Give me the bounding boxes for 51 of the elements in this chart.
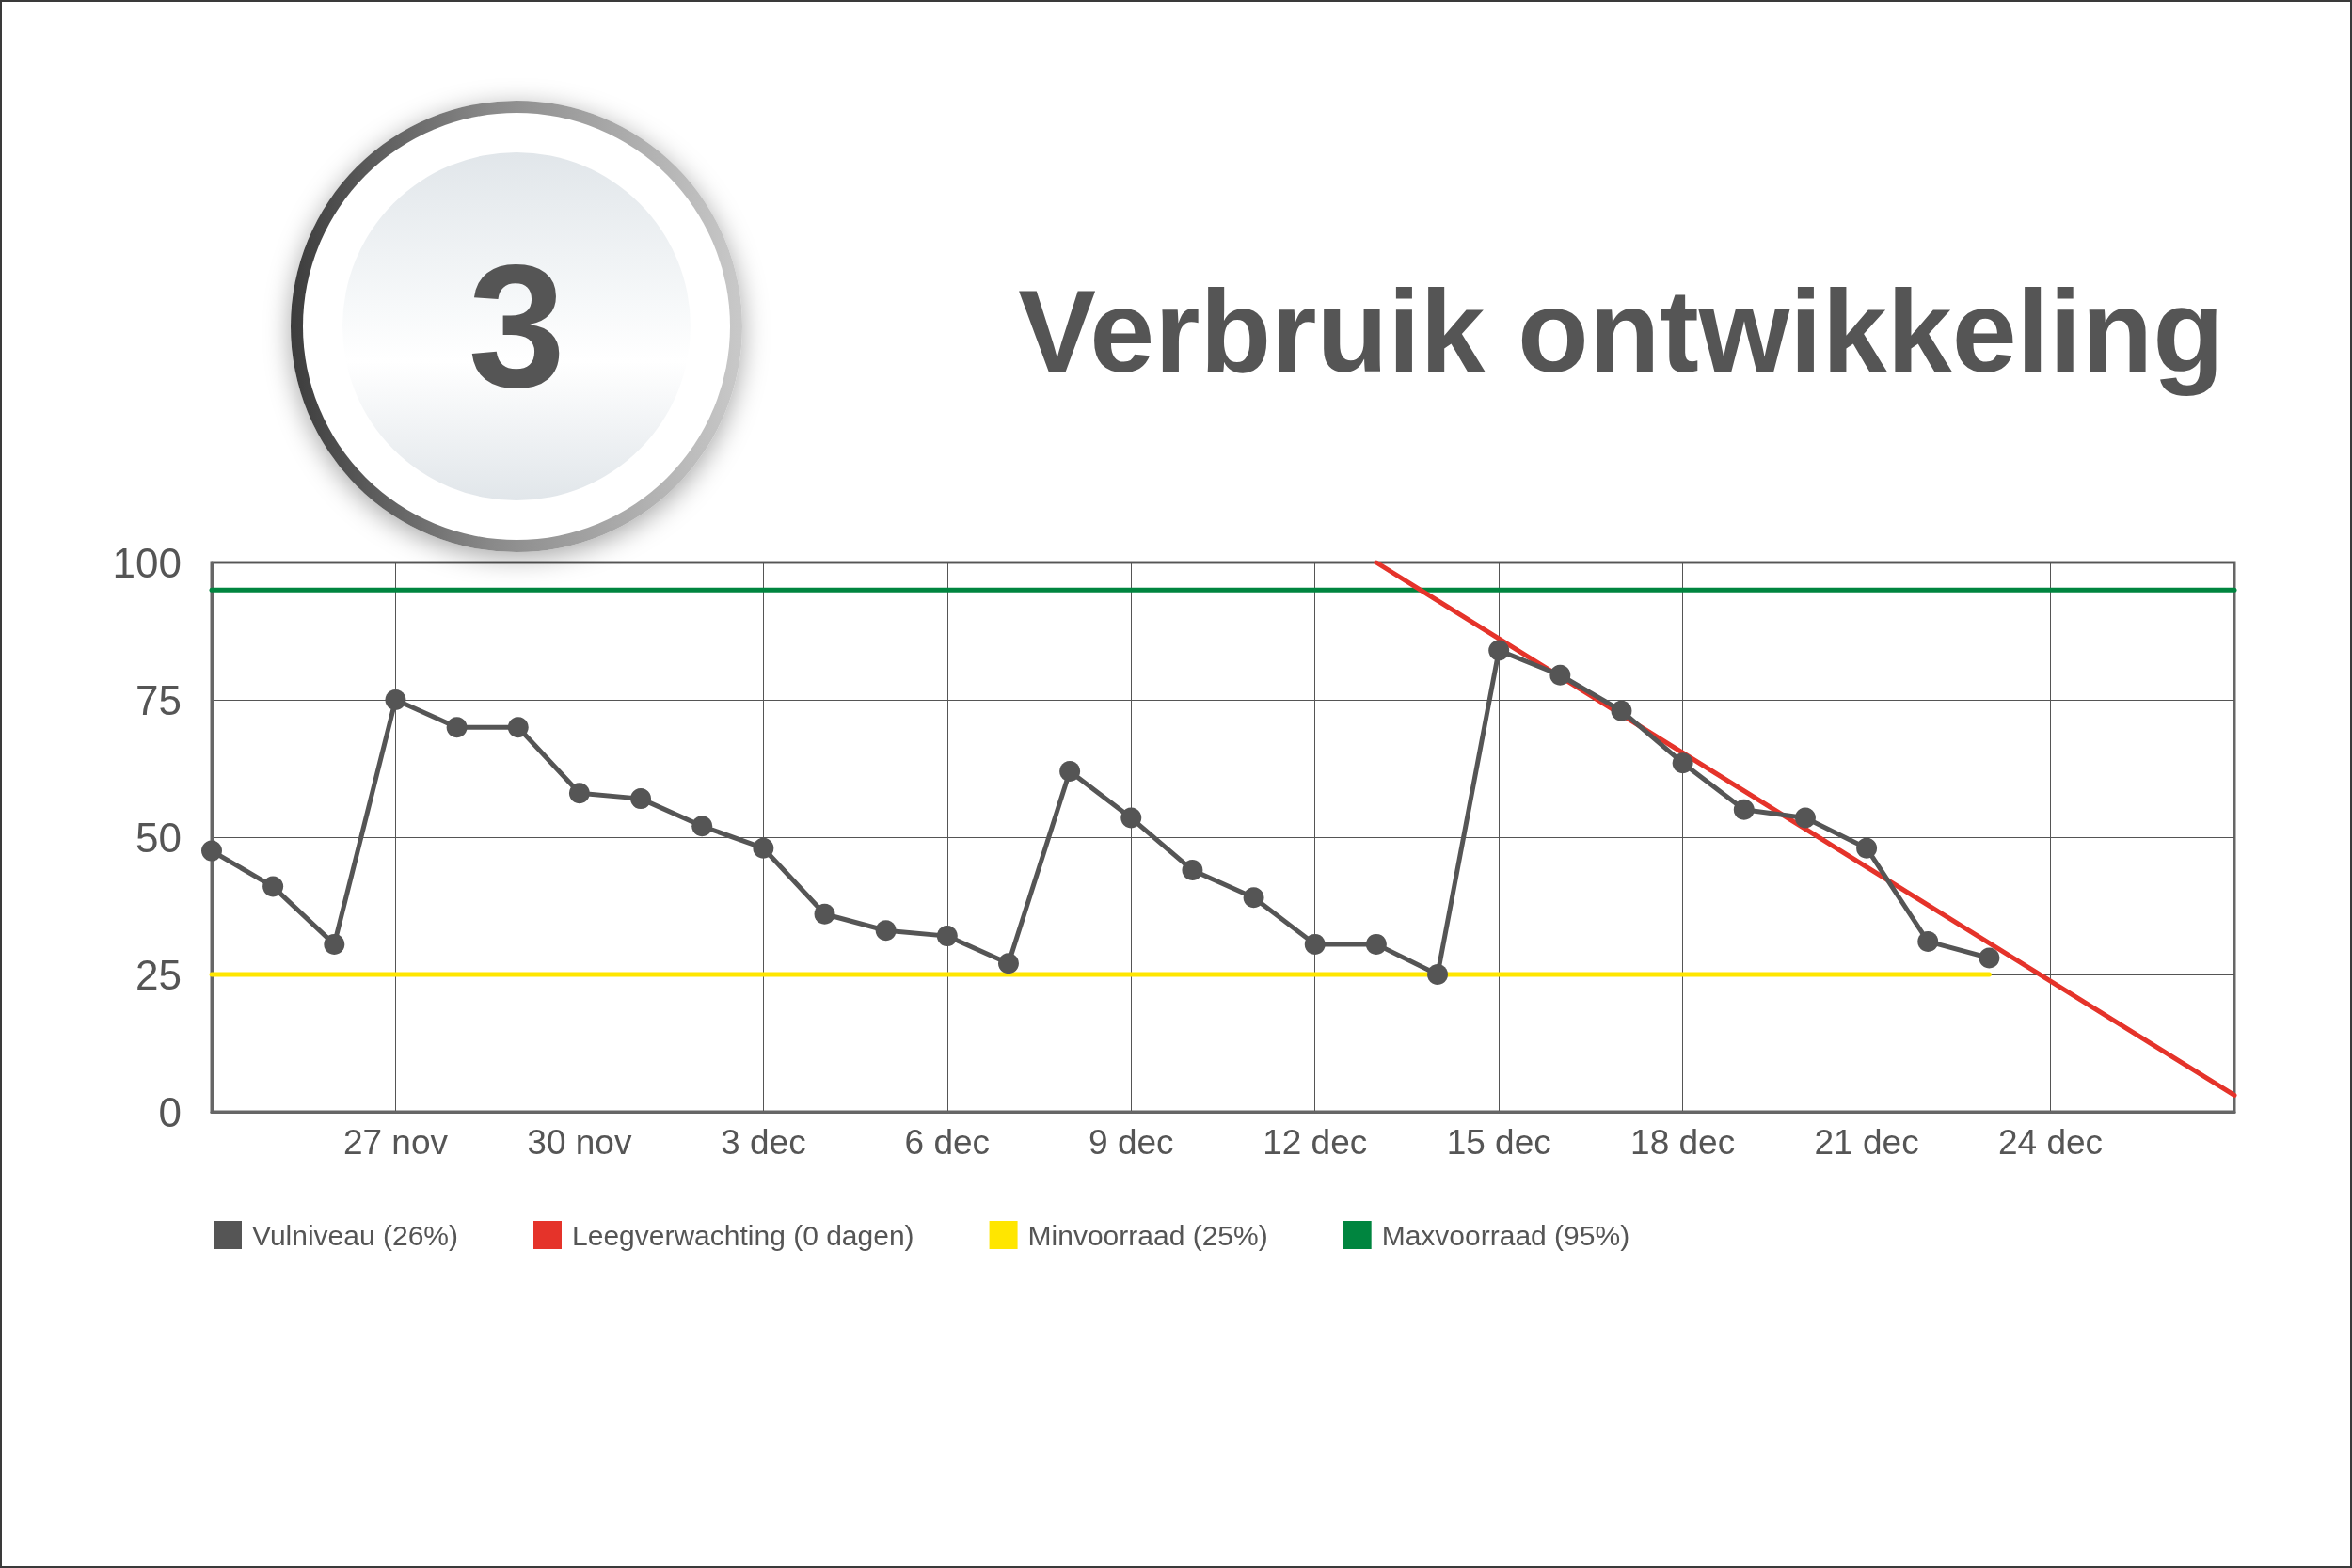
point xyxy=(324,933,345,955)
point xyxy=(1059,760,1081,782)
point xyxy=(1120,807,1142,829)
point xyxy=(997,953,1019,974)
x-tick-label: 15 dec xyxy=(1446,1123,1551,1162)
chart-title: Verbruik ontwikkeling xyxy=(1018,266,2224,396)
point xyxy=(1856,837,1878,859)
point xyxy=(568,783,590,804)
point xyxy=(1427,964,1449,985)
x-tick-label: 9 dec xyxy=(1089,1123,1174,1162)
point xyxy=(936,926,958,947)
point xyxy=(630,788,652,810)
y-tick-label: 25 xyxy=(135,951,182,998)
point xyxy=(1488,640,1510,661)
legend-label: Vulniveau (26%) xyxy=(252,1219,459,1251)
x-tick-label: 3 dec xyxy=(721,1123,806,1162)
x-tick-label: 27 nov xyxy=(342,1123,449,1162)
point xyxy=(385,689,406,710)
x-tick-label: 18 dec xyxy=(1630,1123,1736,1162)
point xyxy=(1733,799,1755,820)
y-tick-label: 75 xyxy=(135,676,182,723)
point xyxy=(1182,860,1203,881)
point xyxy=(753,837,774,859)
x-tick-label: 24 dec xyxy=(1998,1123,2104,1162)
point xyxy=(1672,752,1693,774)
x-tick-label: 6 dec xyxy=(904,1123,991,1162)
point xyxy=(1917,930,1939,952)
point xyxy=(201,840,222,862)
point xyxy=(1365,933,1387,955)
y-tick-label: 50 xyxy=(135,814,182,861)
point xyxy=(507,717,529,738)
point xyxy=(1979,947,2000,969)
x-tick-label: 21 dec xyxy=(1814,1123,1919,1162)
legend-label: Maxvoorraad (95%) xyxy=(1381,1219,1630,1251)
point xyxy=(1304,933,1326,955)
point xyxy=(814,903,835,925)
legend-label: Minvoorraad (25%) xyxy=(1027,1219,1268,1251)
point xyxy=(1611,700,1632,721)
text: 3 xyxy=(468,229,565,423)
x-tick-label: 30 nov xyxy=(527,1123,632,1162)
y-tick-label: 100 xyxy=(112,539,182,586)
point xyxy=(875,920,897,942)
legend-label: Leegverwachting (0 dagen) xyxy=(572,1219,914,1251)
point xyxy=(446,717,468,738)
x-tick-label: 12 dec xyxy=(1263,1123,1368,1162)
point xyxy=(1794,807,1816,829)
point xyxy=(1549,664,1571,686)
y-tick-label: 0 xyxy=(158,1088,182,1135)
point xyxy=(1243,887,1264,909)
point xyxy=(262,876,284,897)
point xyxy=(691,816,713,837)
